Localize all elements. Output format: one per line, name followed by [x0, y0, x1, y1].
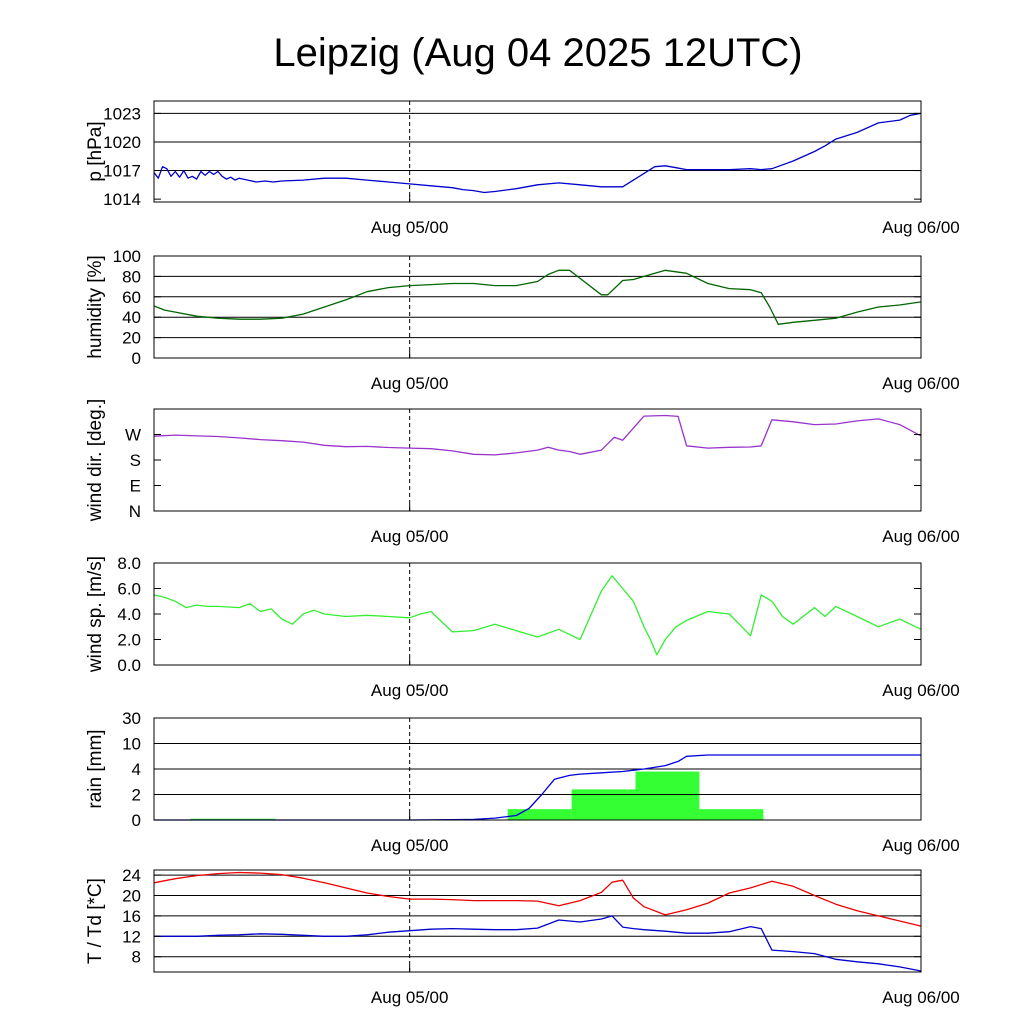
rain-bar-4 [699, 809, 764, 820]
humidity-frame [153, 255, 922, 359]
temperature-ylabel: T / Td [*C] [85, 878, 106, 964]
wind-speed-ytick-label: 4.0 [117, 605, 141, 624]
humidity-ytick-label: 80 [122, 267, 141, 286]
pressure-ytick-label: 1023 [103, 104, 141, 123]
humidity-xtick-label: Aug 06/00 [882, 374, 960, 393]
rain-ytick-label: 2 [132, 786, 141, 805]
rain-xtick-label: Aug 06/00 [882, 836, 960, 855]
wind-speed-ytick-label: 6.0 [117, 580, 141, 599]
pressure-ytick-label: 1017 [103, 162, 141, 181]
wind-direction-xtick-label: Aug 05/00 [371, 527, 449, 546]
wind-direction-ytick-label: S [130, 451, 141, 470]
wind-direction-ytick-label: E [130, 477, 141, 496]
wind-speed-ytick-label: 8.0 [117, 554, 141, 573]
humidity-series-line-0 [153, 269, 922, 325]
wind-direction-frame [153, 408, 922, 512]
chart-title: Leipzig (Aug 04 2025 12UTC) [273, 31, 802, 75]
wind-direction-ytick-label: W [125, 426, 141, 445]
humidity-xtick-label: Aug 05/00 [371, 374, 449, 393]
rain-bar-1 [507, 809, 572, 820]
pressure-panel: 1014 1017 1020 1023 Aug 05/00 Aug 06/00 p [hPa… [85, 100, 960, 237]
rain-xtick-label: Aug 05/00 [371, 836, 449, 855]
temperature-series-line-0 [153, 871, 922, 927]
humidity-ytick-label: 60 [122, 288, 141, 307]
wind-speed-xtick-label: Aug 06/00 [882, 681, 960, 700]
humidity-ytick-label: 20 [122, 329, 141, 348]
temperature-ytick-label: 24 [122, 866, 141, 885]
wind-speed-ytick-label: 0.0 [117, 656, 141, 675]
temperature-ytick-label: 12 [122, 927, 141, 946]
rain-ylabel: rain [mm] [85, 729, 106, 808]
rain-panel: 0 2 4 10 30 Aug 05/00 Aug 06/00 rain [mm] [85, 709, 960, 855]
humidity-ytick-label: 0 [132, 349, 141, 368]
temperature-xtick-label: Aug 06/00 [882, 988, 960, 1007]
wind-direction-ylabel: wind dir. [deg.] [85, 399, 106, 523]
temperature-xtick-label: Aug 05/00 [371, 988, 449, 1007]
rain-bar-3 [635, 771, 700, 820]
wind-direction-xtick-label: Aug 06/00 [882, 527, 960, 546]
pressure-frame [153, 100, 922, 203]
pressure-xtick-label: Aug 06/00 [882, 218, 960, 237]
humidity-ylabel: humidity [%] [85, 255, 106, 358]
wind-speed-ytick-label: 2.0 [117, 631, 141, 650]
rain-ytick-label: 0 [132, 811, 141, 830]
wind-direction-ytick-label: N [129, 502, 141, 521]
pressure-ytick-label: 1014 [103, 190, 141, 209]
wind-speed-series-line-0 [153, 575, 922, 656]
temperature-ytick-label: 20 [122, 887, 141, 906]
temperature-ytick-label: 8 [132, 948, 141, 967]
rain-bar-2 [571, 789, 636, 820]
humidity-ytick-label: 40 [122, 308, 141, 327]
temperature-frame [153, 869, 922, 973]
humidity-ytick-label: 100 [113, 247, 141, 266]
temperature-series-line-1 [154, 915, 922, 972]
pressure-series-line-0 [153, 112, 922, 194]
rain-series-line-0 [154, 754, 921, 821]
pressure-xtick-label: Aug 05/00 [371, 218, 449, 237]
wind-speed-ylabel: wind sp. [m/s] [85, 556, 106, 673]
pressure-ytick-label: 1020 [103, 133, 141, 152]
wind-direction-series-line-0 [153, 414, 922, 456]
wind-speed-xtick-label: Aug 05/00 [371, 681, 449, 700]
rain-ytick-label: 10 [122, 735, 141, 754]
rain-ytick-label: 4 [132, 760, 141, 779]
temperature-ytick-label: 16 [122, 907, 141, 926]
pressure-ylabel: p [hPa] [85, 121, 106, 181]
rain-ytick-label: 30 [122, 709, 141, 728]
wind-speed-panel: 0.0 2.0 4.0 6.0 8.0 Aug 05/00 Aug 06/00 wind sp… [85, 554, 960, 700]
